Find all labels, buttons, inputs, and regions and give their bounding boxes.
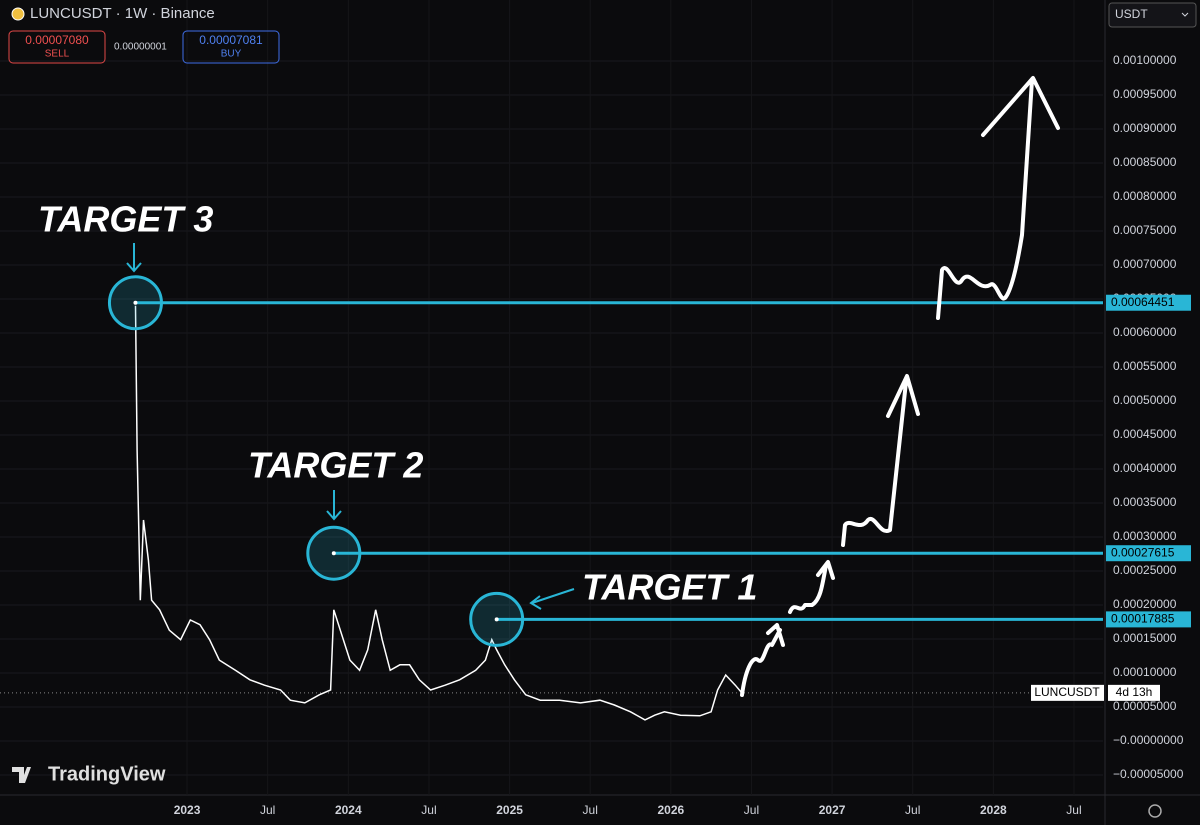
symbol-icon	[11, 7, 25, 21]
level-label: 0.00064451	[1111, 295, 1175, 309]
x-tick-label: 2025	[496, 803, 523, 817]
plot	[0, 275, 1103, 721]
level-label: 0.00027615	[1111, 545, 1175, 559]
sell-label: SELL	[45, 49, 70, 60]
current-label-box	[1031, 684, 1104, 701]
price-line	[134, 305, 743, 721]
y-tick-label: 0.00025000	[1113, 563, 1177, 577]
drawing	[740, 623, 785, 697]
annotation: TARGET 2	[248, 445, 423, 486]
x-tick-label: 2028	[980, 803, 1007, 817]
y-tick-label: 0.00035000	[1113, 495, 1177, 509]
x-tick-label: 2024	[335, 803, 362, 817]
annotation: TARGET 3	[38, 199, 213, 240]
x-tick-label: Jul	[905, 803, 920, 817]
brand-logo	[12, 767, 31, 783]
pointer-arrow	[529, 588, 575, 610]
y-tick-label: 0.00015000	[1113, 631, 1177, 645]
pointer-arrow	[326, 490, 342, 521]
x-tick-label: Jul	[260, 803, 275, 817]
annotation: TARGET 1	[582, 567, 757, 608]
y-tick-label: 0.00095000	[1113, 87, 1177, 101]
y-tick-label: 0.00100000	[1113, 53, 1177, 67]
level-anchor	[494, 617, 499, 622]
level-label-box	[1106, 545, 1191, 562]
y-tick-label: 0.00070000	[1113, 257, 1177, 271]
level-label: 0.00017885	[1111, 612, 1175, 626]
currency: USDT	[1115, 7, 1148, 21]
y-tick-label: 0.00085000	[1113, 155, 1177, 169]
x-tick-label: 2023	[174, 803, 201, 817]
x-tick-label: Jul	[421, 803, 436, 817]
level-anchor	[133, 300, 138, 305]
symbol: LUNCUSDT · 1W · Binance	[30, 5, 215, 22]
y-tick-label: 0.00020000	[1113, 597, 1177, 611]
settings-icon[interactable]	[1148, 804, 1162, 818]
sell-price: 0.00007080	[25, 33, 89, 47]
y-tick-label: 0.00045000	[1113, 427, 1177, 441]
buy-price: 0.00007081	[199, 33, 263, 47]
drawing	[788, 560, 835, 614]
grid	[0, 0, 1103, 795]
x-tick-label: 2026	[657, 803, 684, 817]
drawing	[841, 374, 920, 547]
y-tick-label: 0.00040000	[1113, 461, 1177, 475]
sell-button[interactable]	[8, 30, 106, 64]
y-tick-label: 0.00075000	[1113, 223, 1177, 237]
drawing	[936, 76, 1060, 320]
buy-label: BUY	[221, 49, 242, 60]
x-tick-label: 2027	[819, 803, 846, 817]
current-label: LUNCUSDT	[1034, 685, 1100, 699]
x-tick-label: Jul	[1066, 803, 1081, 817]
level-label-box	[1106, 294, 1191, 311]
countdown: 4d 13h	[1116, 685, 1153, 699]
dropdown-caret	[1181, 12, 1189, 17]
y-tick-label: 0.00010000	[1113, 665, 1177, 679]
level-anchor	[331, 551, 336, 556]
pointer-arrow	[126, 243, 142, 273]
y-tick-label: 0.00005000	[1113, 699, 1177, 713]
buy-button[interactable]	[182, 30, 280, 64]
level-label-box	[1106, 611, 1191, 628]
spread: 0.00000001	[114, 42, 167, 53]
y-tick-label: 0.00090000	[1113, 121, 1177, 135]
y-tick-label: 0.00080000	[1113, 189, 1177, 203]
x-tick-label: Jul	[583, 803, 598, 817]
y-tick-label: −0.00005000	[1113, 767, 1184, 781]
y-tick-label: 0.00050000	[1113, 393, 1177, 407]
y-tick-label: 0.00055000	[1113, 359, 1177, 373]
y-tick-label: 0.00030000	[1113, 529, 1177, 543]
countdown-box	[1108, 684, 1160, 701]
currency-select[interactable]	[1108, 2, 1197, 28]
y-tick-label: −0.00000000	[1113, 733, 1184, 747]
y-tick-label: 0.00060000	[1113, 325, 1177, 339]
brand: TradingView	[48, 763, 166, 785]
x-tick-label: Jul	[744, 803, 759, 817]
